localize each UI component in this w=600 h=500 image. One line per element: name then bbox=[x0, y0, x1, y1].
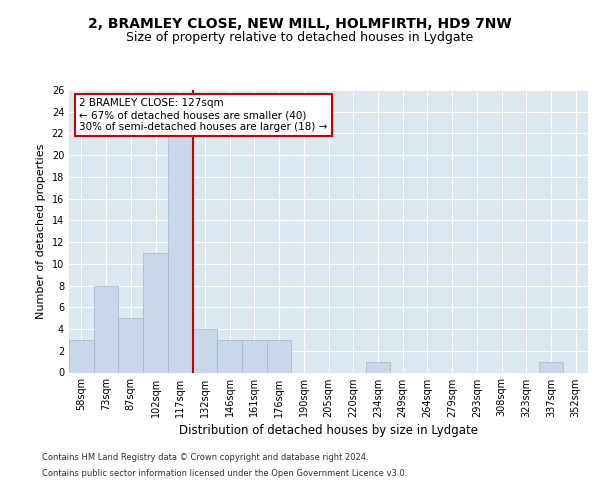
Text: Contains HM Land Registry data © Crown copyright and database right 2024.: Contains HM Land Registry data © Crown c… bbox=[42, 454, 368, 462]
Text: Contains public sector information licensed under the Open Government Licence v3: Contains public sector information licen… bbox=[42, 468, 407, 477]
Bar bbox=[143, 253, 168, 372]
Text: 2, BRAMLEY CLOSE, NEW MILL, HOLMFIRTH, HD9 7NW: 2, BRAMLEY CLOSE, NEW MILL, HOLMFIRTH, H… bbox=[88, 18, 512, 32]
Bar bbox=[69, 340, 94, 372]
Bar bbox=[118, 318, 143, 372]
Bar bbox=[94, 286, 118, 372]
Bar bbox=[217, 340, 242, 372]
X-axis label: Distribution of detached houses by size in Lydgate: Distribution of detached houses by size … bbox=[179, 424, 478, 436]
Text: 2 BRAMLEY CLOSE: 127sqm
← 67% of detached houses are smaller (40)
30% of semi-de: 2 BRAMLEY CLOSE: 127sqm ← 67% of detache… bbox=[79, 98, 328, 132]
Bar bbox=[193, 329, 217, 372]
Bar bbox=[242, 340, 267, 372]
Bar bbox=[365, 362, 390, 372]
Bar bbox=[267, 340, 292, 372]
Bar bbox=[539, 362, 563, 372]
Bar bbox=[168, 134, 193, 372]
Text: Size of property relative to detached houses in Lydgate: Size of property relative to detached ho… bbox=[127, 31, 473, 44]
Y-axis label: Number of detached properties: Number of detached properties bbox=[36, 144, 46, 319]
